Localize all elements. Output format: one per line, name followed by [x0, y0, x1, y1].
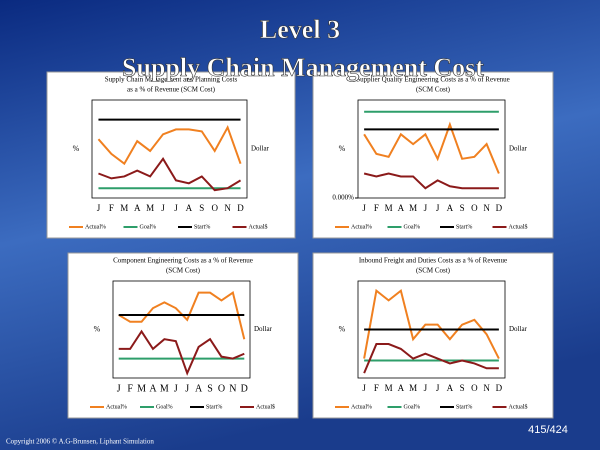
series-line — [363, 121, 500, 174]
x-tick-label: A — [447, 203, 454, 213]
legend-label: Goal% — [156, 404, 173, 410]
x-tick-label: A — [134, 203, 141, 213]
plot-area — [91, 99, 248, 199]
legend-label: Start% — [194, 224, 210, 230]
slide-title: Level 3 — [260, 15, 340, 44]
x-tick-label: N — [229, 383, 236, 394]
x-tick-label: S — [199, 203, 204, 213]
x-tick-label: J — [424, 203, 428, 213]
x-tick-label: M — [160, 383, 169, 394]
slide-subtitle: Supply Chain Management Cost — [122, 53, 484, 82]
x-tick-label: O — [471, 203, 478, 213]
x-tick-label: S — [460, 383, 465, 393]
x-tick-label: J — [185, 383, 189, 394]
x-tick-label: J — [362, 383, 366, 393]
series-line — [363, 172, 499, 190]
x-tick-label: A — [149, 383, 157, 394]
x-tick-label: J — [97, 203, 101, 213]
legend-label: Start% — [456, 404, 472, 410]
legend-label: Actual$ — [256, 403, 275, 410]
x-tick-label: D — [237, 203, 244, 213]
x-tick-label: N — [483, 203, 490, 213]
x-tick-label: M — [137, 383, 146, 394]
chart-title: (SCM Cost) — [166, 267, 201, 275]
series-line — [98, 156, 242, 192]
y2-axis-label: Dollar — [509, 145, 528, 153]
legend-label: Actual$ — [509, 223, 528, 230]
legend-label: Goal% — [404, 224, 421, 230]
x-tick-label: F — [374, 383, 379, 393]
x-tick-label: O — [218, 383, 225, 394]
x-tick-label: D — [496, 203, 503, 213]
series-line — [363, 343, 499, 374]
chart-title: as a % of Revenue (SCM Cost) — [127, 86, 216, 94]
legend-label: Actual% — [85, 224, 106, 230]
x-tick-label: M — [385, 203, 393, 213]
legend-label: Actual% — [351, 224, 372, 230]
y-axis-label: % — [339, 324, 346, 333]
legend-label: Actual% — [351, 404, 372, 410]
x-tick-label: J — [174, 203, 178, 213]
chart-title: Component Engineering Costs as a % of Re… — [113, 257, 253, 265]
plot-area — [357, 99, 506, 199]
x-tick-label: M — [409, 203, 417, 213]
y-axis-label: % — [339, 144, 346, 153]
y2-axis-label: Dollar — [509, 325, 528, 333]
x-tick-label: M — [120, 203, 128, 213]
page-number: 415/424 — [528, 424, 568, 436]
x-tick-label: A — [398, 203, 405, 213]
x-tick-label: J — [424, 383, 428, 393]
chart-title: (SCM Cost) — [416, 86, 451, 94]
x-tick-label: J — [174, 383, 178, 394]
x-tick-label: M — [146, 203, 154, 213]
y2-axis-label: Dollar — [251, 145, 270, 153]
series-line — [363, 288, 500, 360]
x-tick-label: J — [117, 383, 121, 394]
x-tick-label: J — [436, 203, 440, 213]
x-tick-label: A — [398, 383, 405, 393]
chart-title: (SCM Cost) — [416, 267, 451, 275]
x-tick-label: F — [374, 203, 379, 213]
legend-label: Actual$ — [509, 403, 528, 410]
x-tick-label: O — [211, 203, 218, 213]
x-tick-label: J — [436, 383, 440, 393]
legend-label: Actual% — [106, 404, 127, 410]
x-tick-label: N — [224, 203, 231, 213]
chart-title: Inbound Freight and Duties Costs as a % … — [359, 257, 507, 265]
chart-title: Supplier Quality Engineering Costs as a … — [356, 76, 510, 84]
x-tick-label: J — [362, 203, 366, 213]
copyright: Copyright 2006 © A.G-Brunsen, Liphant Si… — [6, 438, 154, 446]
x-tick-label: J — [161, 203, 165, 213]
x-tick-label: F — [127, 383, 133, 394]
y2-axis-label: Dollar — [254, 325, 273, 333]
x-tick-label: D — [496, 383, 503, 393]
x-tick-label: O — [471, 383, 478, 393]
x-tick-label: S — [460, 203, 465, 213]
x-tick-label: A — [447, 383, 454, 393]
x-tick-label: M — [385, 383, 393, 393]
x-tick-label: N — [483, 383, 490, 393]
legend-label: Start% — [206, 404, 222, 410]
y-axis-label: % — [94, 324, 101, 333]
x-tick-label: A — [186, 203, 193, 213]
x-tick-label: A — [195, 383, 203, 394]
series-line — [118, 329, 245, 376]
legend-label: Goal% — [404, 404, 421, 410]
y-tick-label: 0.000% — [332, 194, 354, 202]
chart-title: Supply Chain Management and Planning Cos… — [105, 76, 238, 84]
legend-label: Start% — [456, 224, 472, 230]
series-line — [97, 125, 242, 166]
y-axis-label: % — [73, 144, 80, 153]
x-tick-label: F — [109, 203, 114, 213]
x-tick-label: S — [207, 383, 213, 394]
legend-label: Goal% — [140, 224, 157, 230]
x-tick-label: M — [409, 383, 417, 393]
x-tick-label: D — [241, 383, 248, 394]
legend-label: Actual$ — [249, 223, 268, 230]
